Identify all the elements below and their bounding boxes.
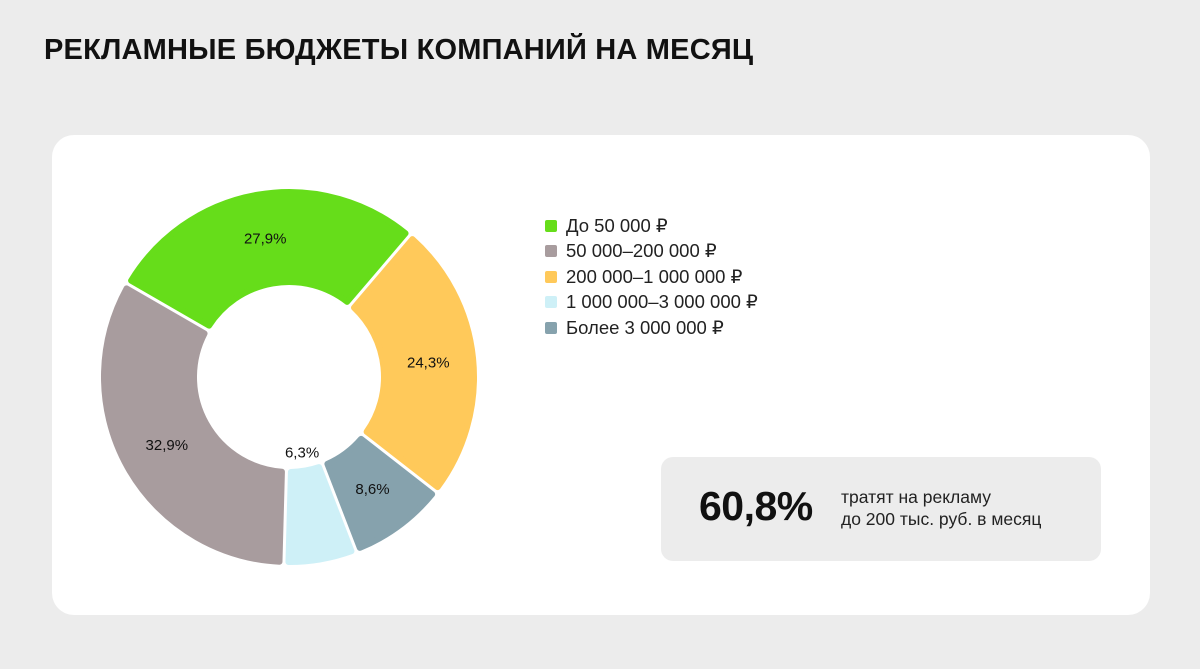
- legend-swatch: [545, 245, 557, 258]
- legend-swatch: [545, 270, 557, 283]
- donut-slice: [128, 189, 409, 329]
- legend-item: До 50 000 ₽: [545, 213, 758, 239]
- slice-value-label: 24,3%: [407, 354, 450, 371]
- legend-label: Более 3 000 000 ₽: [566, 316, 724, 338]
- legend-item: 200 000–1 000 000 ₽: [545, 264, 758, 290]
- legend-label: До 50 000 ₽: [566, 214, 668, 236]
- stat-description-line-1: тратят на рекламу: [841, 487, 991, 507]
- slice-value-label: 32,9%: [146, 437, 189, 454]
- legend-item: 1 000 000–3 000 000 ₽: [545, 290, 758, 316]
- slice-value-label: 27,9%: [244, 231, 287, 248]
- stat-description: тратят на рекламу до 200 тыс. руб. в мес…: [841, 486, 1041, 530]
- legend-swatch: [545, 321, 557, 334]
- slice-value-label: 8,6%: [355, 481, 389, 498]
- legend-label: 200 000–1 000 000 ₽: [566, 265, 743, 287]
- stat-callout: 60,8% тратят на рекламу до 200 тыс. руб.…: [661, 457, 1101, 561]
- legend-item: 50 000–200 000 ₽: [545, 239, 758, 265]
- stat-description-line-2: до 200 тыс. руб. в месяц: [841, 509, 1042, 529]
- legend-swatch: [545, 296, 557, 309]
- donut-chart-svg: 27,9% 24,3% 8,6% 6,3% 32,9%: [101, 189, 477, 566]
- donut-slice: [285, 464, 355, 566]
- donut-chart: 27,9% 24,3% 8,6% 6,3% 32,9%: [92, 185, 492, 575]
- page-title: РЕКЛАМНЫЕ БЮДЖЕТЫ КОМПАНИЙ НА МЕСЯЦ: [44, 34, 754, 66]
- donut-slice: [101, 285, 285, 565]
- slice-value-label: 6,3%: [285, 444, 319, 461]
- legend-label: 50 000–200 000 ₽: [566, 240, 717, 262]
- chart-legend: До 50 000 ₽ 50 000–200 000 ₽ 200 000–1 000…: [545, 213, 758, 341]
- donut-slice: [350, 236, 477, 491]
- stat-value: 60,8%: [699, 483, 813, 529]
- legend-label: 1 000 000–3 000 000 ₽: [566, 291, 758, 313]
- legend-swatch: [545, 219, 557, 232]
- legend-item: Более 3 000 000 ₽: [545, 315, 758, 341]
- donut-slice: [324, 435, 436, 551]
